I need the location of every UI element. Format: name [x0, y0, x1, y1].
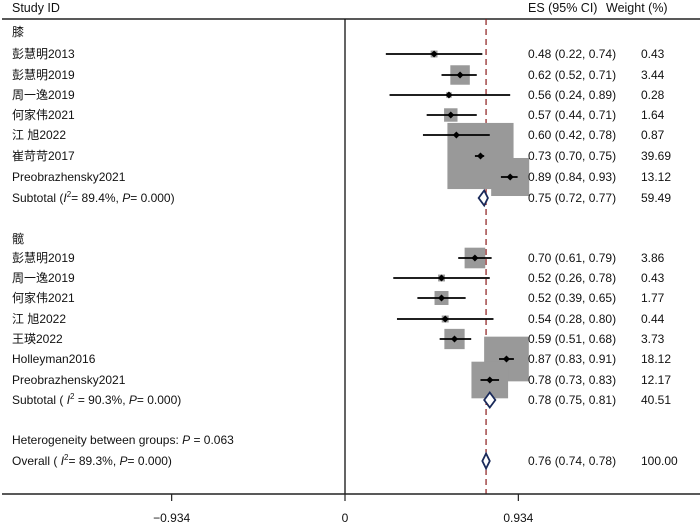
study-label: 彭慧明2013 [12, 46, 75, 61]
study-point-estimate [447, 111, 455, 119]
study-es-text: 0.48 (0.22, 0.74) [528, 47, 616, 61]
subtotal-weight-text: 40.51 [641, 393, 671, 407]
overall-weight-text: 100.00 [641, 454, 678, 468]
study-label: 王瑛2022 [12, 332, 63, 346]
study-label: 彭慧明2019 [12, 250, 75, 265]
study-weight-text: 1.64 [641, 108, 665, 122]
study-label: Preobrazhensky2021 [12, 373, 126, 387]
study-es-text: 0.57 (0.44, 0.71) [528, 108, 616, 122]
x-tick-label: 0 [342, 511, 349, 525]
study-label: 何家伟2021 [12, 290, 75, 305]
study-weight-text: 0.43 [641, 271, 665, 285]
study-es-text: 0.62 (0.52, 0.71) [528, 68, 616, 82]
study-es-text: 0.52 (0.26, 0.78) [528, 271, 616, 285]
subtotal-diamond [483, 390, 497, 410]
study-es-text: 0.89 (0.84, 0.93) [528, 170, 616, 184]
study-weight-text: 0.43 [641, 47, 665, 61]
study-weight-text: 0.28 [641, 88, 665, 102]
group-label: 膝 [12, 25, 24, 39]
study-weight-text: 18.12 [641, 352, 671, 366]
x-tick-label: −0.934 [153, 511, 190, 525]
study-label: 彭慧明2019 [12, 67, 75, 82]
study-weight-text: 3.73 [641, 332, 665, 346]
study-label: 江 旭2022 [12, 128, 66, 142]
box-layer [430, 50, 530, 399]
subtotal-es-text: 0.78 (0.75, 0.81) [528, 393, 616, 407]
study-weight-text: 39.69 [641, 149, 671, 163]
study-weight-text: 13.12 [641, 170, 671, 184]
study-es-text: 0.73 (0.70, 0.75) [528, 149, 616, 163]
subtotal-weight-text: 59.49 [641, 191, 671, 205]
group-label: 髋 [12, 231, 24, 246]
subtotal-label: Subtotal ( I2 = 90.3%, P= 0.000) [12, 392, 181, 407]
study-label: Holleyman2016 [12, 352, 96, 366]
overall-label: Overall ( I2= 89.3%, P= 0.000) [12, 453, 172, 468]
study-es-text: 0.60 (0.42, 0.78) [528, 128, 616, 142]
study-label: 周一逸2019 [12, 271, 75, 285]
study-point-estimate [438, 294, 446, 302]
study-point-estimate [445, 91, 453, 99]
header-study-id: Study ID [12, 1, 60, 15]
heterogeneity-label: Heterogeneity between groups: P = 0.063 [12, 433, 234, 447]
subtotal-diamond [477, 188, 489, 208]
study-point-estimate [456, 71, 464, 79]
study-es-text: 0.52 (0.39, 0.65) [528, 291, 616, 305]
study-point-estimate [452, 131, 460, 139]
header-weight: Weight (%) [606, 1, 668, 15]
header-es: ES (95% CI) [528, 1, 597, 15]
ci-layer [385, 50, 518, 384]
study-label: 何家伟2021 [12, 107, 75, 122]
study-label: 崔苛苛2017 [12, 149, 75, 163]
study-point-estimate [451, 335, 459, 343]
study-point-estimate [438, 274, 446, 282]
study-es-text: 0.70 (0.61, 0.79) [528, 251, 616, 265]
study-weight-text: 0.87 [641, 128, 665, 142]
study-point-estimate [502, 355, 510, 363]
study-es-text: 0.87 (0.83, 0.91) [528, 352, 616, 366]
x-tick-label: 0.934 [503, 511, 533, 525]
study-label: 江 旭2022 [12, 312, 66, 326]
study-point-estimate [476, 152, 484, 160]
study-es-text: 0.59 (0.51, 0.68) [528, 332, 616, 346]
study-point-estimate [441, 315, 449, 323]
subtotal-es-text: 0.75 (0.72, 0.77) [528, 191, 616, 205]
study-point-estimate [506, 173, 514, 181]
study-label: 周一逸2019 [12, 88, 75, 102]
overall-diamond [481, 451, 491, 471]
subtotal-label: Subtotal (I2= 89.4%, P= 0.000) [12, 190, 175, 205]
study-point-estimate [471, 254, 479, 262]
study-weight-text: 0.44 [641, 312, 665, 326]
study-weight-text: 3.86 [641, 251, 665, 265]
study-point-estimate [486, 376, 494, 384]
study-weight-text: 12.17 [641, 373, 671, 387]
study-es-text: 0.54 (0.28, 0.80) [528, 312, 616, 326]
study-weight-text: 1.77 [641, 291, 665, 305]
study-weight-text: 3.44 [641, 68, 665, 82]
study-point-estimate [430, 50, 438, 58]
study-es-text: 0.78 (0.73, 0.83) [528, 373, 616, 387]
study-label: Preobrazhensky2021 [12, 170, 126, 184]
overall-es-text: 0.76 (0.74, 0.78) [528, 454, 616, 468]
study-es-text: 0.56 (0.24, 0.89) [528, 88, 616, 102]
